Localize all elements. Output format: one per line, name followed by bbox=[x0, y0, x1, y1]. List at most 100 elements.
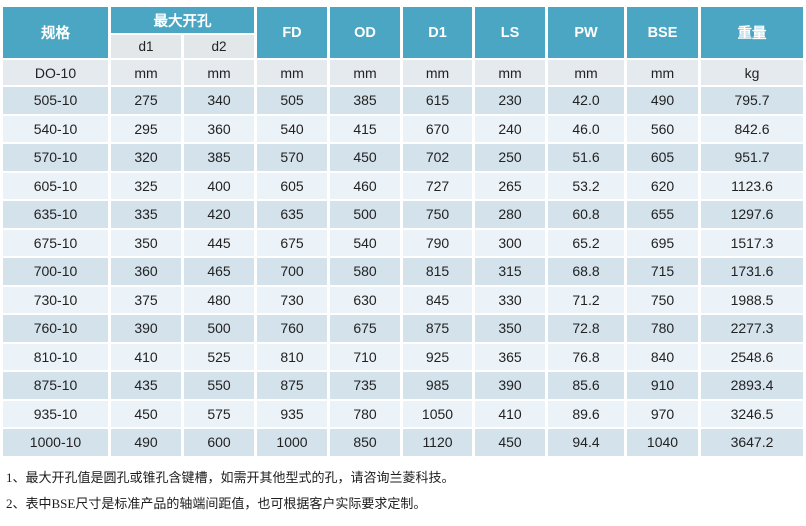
value-cell: 670 bbox=[403, 115, 472, 142]
value-cell: 85.6 bbox=[548, 372, 624, 399]
spec-cell: 730-10 bbox=[3, 286, 108, 313]
value-cell: 540 bbox=[257, 115, 327, 142]
value-cell: 730 bbox=[257, 286, 327, 313]
value-cell: 375 bbox=[111, 286, 181, 313]
value-cell: 71.2 bbox=[548, 286, 624, 313]
value-cell: 630 bbox=[330, 286, 400, 313]
value-cell: 360 bbox=[184, 115, 254, 142]
col-header-bse: BSE bbox=[627, 7, 698, 58]
value-cell: 600 bbox=[184, 429, 254, 456]
value-cell: 2893.4 bbox=[701, 372, 803, 399]
value-cell: 715 bbox=[627, 258, 698, 285]
value-cell: 675 bbox=[330, 315, 400, 342]
value-cell: 365 bbox=[475, 343, 545, 370]
unit-cell: mm bbox=[257, 60, 327, 85]
spec-cell: 935-10 bbox=[3, 400, 108, 427]
value-cell: 875 bbox=[403, 315, 472, 342]
value-cell: 615 bbox=[403, 87, 472, 114]
value-cell: 505 bbox=[257, 87, 327, 114]
unit-cell: mm bbox=[627, 60, 698, 85]
spec-cell: 540-10 bbox=[3, 115, 108, 142]
unit-cell: mm bbox=[184, 60, 254, 85]
value-cell: 1120 bbox=[403, 429, 472, 456]
table-row: 1000-10 490 600 1000 850 1120 450 94.4 1040 3647.… bbox=[3, 429, 803, 456]
value-cell: 460 bbox=[330, 172, 400, 199]
value-cell: 1050 bbox=[403, 400, 472, 427]
unit-cell: mm bbox=[330, 60, 400, 85]
col-subheader-d1: d1 bbox=[111, 35, 181, 58]
value-cell: 230 bbox=[475, 87, 545, 114]
value-cell: 750 bbox=[627, 286, 698, 313]
value-cell: 500 bbox=[184, 315, 254, 342]
value-cell: 3647.2 bbox=[701, 429, 803, 456]
value-cell: 700 bbox=[257, 258, 327, 285]
unit-cell: kg bbox=[701, 60, 803, 85]
value-cell: 500 bbox=[330, 201, 400, 228]
value-cell: 320 bbox=[111, 144, 181, 171]
col-header-max-opening: 最大开孔 bbox=[111, 7, 254, 33]
col-subheader-d2: d2 bbox=[184, 35, 254, 58]
value-cell: 450 bbox=[111, 400, 181, 427]
value-cell: 910 bbox=[627, 372, 698, 399]
col-header-ls: LS bbox=[475, 7, 545, 58]
value-cell: 655 bbox=[627, 201, 698, 228]
value-cell: 42.0 bbox=[548, 87, 624, 114]
value-cell: 850 bbox=[330, 429, 400, 456]
value-cell: 727 bbox=[403, 172, 472, 199]
value-cell: 480 bbox=[184, 286, 254, 313]
value-cell: 1000 bbox=[257, 429, 327, 456]
value-cell: 580 bbox=[330, 258, 400, 285]
table-row: 675-10 350 445 675 540 790 300 65.2 695 1517.3 bbox=[3, 229, 803, 256]
value-cell: 360 bbox=[111, 258, 181, 285]
value-cell: 350 bbox=[111, 229, 181, 256]
value-cell: 790 bbox=[403, 229, 472, 256]
value-cell: 490 bbox=[111, 429, 181, 456]
value-cell: 620 bbox=[627, 172, 698, 199]
col-header-fd: FD bbox=[257, 7, 327, 58]
value-cell: 3246.5 bbox=[701, 400, 803, 427]
table-row: 810-10 410 525 810 710 925 365 76.8 840 2548.6 bbox=[3, 343, 803, 370]
value-cell: 435 bbox=[111, 372, 181, 399]
value-cell: 465 bbox=[184, 258, 254, 285]
value-cell: 710 bbox=[330, 343, 400, 370]
value-cell: 330 bbox=[475, 286, 545, 313]
value-cell: 72.8 bbox=[548, 315, 624, 342]
table-row: 635-10 335 420 635 500 750 280 60.8 655 1297.6 bbox=[3, 201, 803, 228]
value-cell: 1517.3 bbox=[701, 229, 803, 256]
value-cell: 280 bbox=[475, 201, 545, 228]
value-cell: 875 bbox=[257, 372, 327, 399]
col-header-pw: PW bbox=[548, 7, 624, 58]
table-row: 760-10 390 500 760 675 875 350 72.8 780 2277.3 bbox=[3, 315, 803, 342]
value-cell: 1297.6 bbox=[701, 201, 803, 228]
value-cell: 575 bbox=[184, 400, 254, 427]
value-cell: 635 bbox=[257, 201, 327, 228]
spec-cell: 875-10 bbox=[3, 372, 108, 399]
value-cell: 605 bbox=[257, 172, 327, 199]
value-cell: 420 bbox=[184, 201, 254, 228]
value-cell: 315 bbox=[475, 258, 545, 285]
value-cell: 385 bbox=[330, 87, 400, 114]
note-2: 2、表中BSE尺寸是标准产品的轴端间距值，也可根据客户实际要求定制。 bbox=[6, 495, 427, 511]
value-cell: 490 bbox=[627, 87, 698, 114]
value-cell: 390 bbox=[475, 372, 545, 399]
value-cell: 760 bbox=[257, 315, 327, 342]
value-cell: 89.6 bbox=[548, 400, 624, 427]
spec-cell: 505-10 bbox=[3, 87, 108, 114]
value-cell: 300 bbox=[475, 229, 545, 256]
value-cell: 335 bbox=[111, 201, 181, 228]
notes: 1、最大开孔值是圆孔或锥孔含键槽，如需开其他型式的孔，请咨询兰菱科技。 2、表中… bbox=[0, 465, 806, 517]
value-cell: 265 bbox=[475, 172, 545, 199]
value-cell: 65.2 bbox=[548, 229, 624, 256]
col-header-weight: 重量 bbox=[701, 7, 803, 58]
value-cell: 675 bbox=[257, 229, 327, 256]
value-cell: 985 bbox=[403, 372, 472, 399]
header-row-1: 规格 最大开孔 FD OD D1 LS PW BSE 重量 bbox=[3, 7, 803, 58]
unit-cell: mm bbox=[111, 60, 181, 85]
value-cell: 815 bbox=[403, 258, 472, 285]
spec-cell: 675-10 bbox=[3, 229, 108, 256]
value-cell: 46.0 bbox=[548, 115, 624, 142]
value-cell: 1040 bbox=[627, 429, 698, 456]
value-cell: 605 bbox=[627, 144, 698, 171]
table-row: 875-10 435 550 875 735 985 390 85.6 910 2893.4 bbox=[3, 372, 803, 399]
value-cell: 550 bbox=[184, 372, 254, 399]
